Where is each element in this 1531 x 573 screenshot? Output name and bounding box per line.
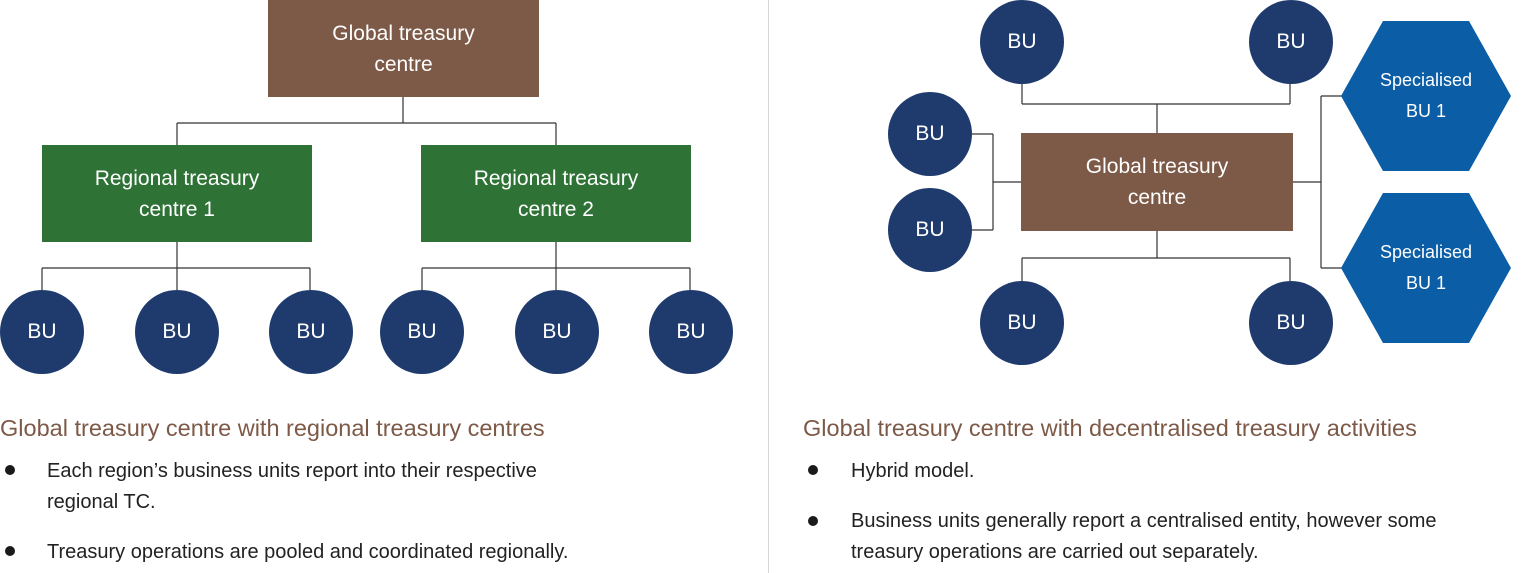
column-divider: [768, 0, 769, 573]
specialised-2-line-2: BU 1: [1405, 273, 1447, 293]
specialised-bu-2-label: Specialised BU 1: [1340, 192, 1512, 344]
regional-2-line-1: Regional treasury: [473, 166, 639, 190]
business-unit-circle: BU: [1249, 0, 1333, 84]
business-unit-circle: BU: [0, 290, 84, 374]
specialised-1-line-1: Specialised: [1379, 70, 1473, 90]
bullet-dot: [808, 465, 818, 475]
business-unit-circle: BU: [649, 290, 733, 374]
connector-top-bu: [1021, 84, 1291, 133]
left-bullet-1-line-2: regional TC.: [47, 491, 156, 513]
right-bullet-2-line-1: Business units generally report a centra…: [851, 510, 1437, 532]
business-unit-circle: BU: [980, 0, 1064, 84]
regional-1-line-2: centre 1: [139, 197, 215, 221]
specialised-2-line-1: Specialised: [1379, 242, 1473, 262]
global-treasury-centre-box: Global treasury centre: [268, 0, 539, 97]
business-unit-circle: BU: [980, 281, 1064, 365]
left-bullet-1: Each region’s business units report into…: [47, 456, 537, 518]
regional-treasury-centre-1-box: Regional treasury centre 1: [42, 145, 312, 242]
bullet-dot: [5, 546, 15, 556]
regional-2-line-2: centre 2: [518, 197, 594, 221]
specialised-bu-1-label: Specialised BU 1: [1340, 20, 1512, 172]
right-model-heading: Global treasury centre with decentralise…: [803, 415, 1417, 441]
connector-specialised: [1293, 95, 1343, 269]
right-bullet-1: Hybrid model.: [851, 456, 974, 487]
business-unit-circle: BU: [888, 188, 972, 272]
business-unit-circle: BU: [380, 290, 464, 374]
connector-bottom-bu: [1021, 231, 1291, 281]
global-centre-line-2: centre: [374, 52, 433, 76]
left-bullet-2: Treasury operations are pooled and coord…: [47, 537, 568, 568]
regional-1-line-1: Regional treasury: [94, 166, 260, 190]
left-bullet-1-line-1: Each region’s business units report into…: [47, 460, 537, 482]
right-bullet-1-line-1: Hybrid model.: [851, 460, 975, 482]
left-bullet-2-line-1: Treasury operations are pooled and coord…: [47, 541, 569, 563]
right-bullet-2-line-2: treasury operations are carried out sepa…: [851, 541, 1259, 563]
global-treasury-centre-box: Global treasury centre: [1021, 133, 1293, 231]
global-centre-line-1: Global treasury: [332, 21, 475, 45]
global-centre-line-1: Global treasury: [1085, 155, 1229, 178]
connector-global-to-regional: [176, 97, 557, 145]
right-bullet-2: Business units generally report a centra…: [851, 506, 1436, 568]
specialised-1-line-2: BU 1: [1405, 101, 1447, 121]
bullet-dot: [5, 465, 15, 475]
connector-left-bu: [970, 133, 1021, 231]
business-unit-circle: BU: [515, 290, 599, 374]
business-unit-circle: BU: [135, 290, 219, 374]
left-model-heading: Global treasury centre with regional tre…: [0, 415, 545, 441]
specialised-bu-hexagon: [1341, 193, 1511, 343]
business-unit-circle: BU: [888, 92, 972, 176]
global-centre-line-2: centre: [1127, 186, 1187, 209]
business-unit-circle: BU: [269, 290, 353, 374]
connector-regional2-to-bu: [421, 242, 691, 290]
business-unit-circle: BU: [1249, 281, 1333, 365]
specialised-bu-hexagon: [1341, 21, 1511, 171]
regional-treasury-centre-2-box: Regional treasury centre 2: [421, 145, 691, 242]
connector-regional1-to-bu: [41, 242, 311, 290]
bullet-dot: [808, 516, 818, 526]
